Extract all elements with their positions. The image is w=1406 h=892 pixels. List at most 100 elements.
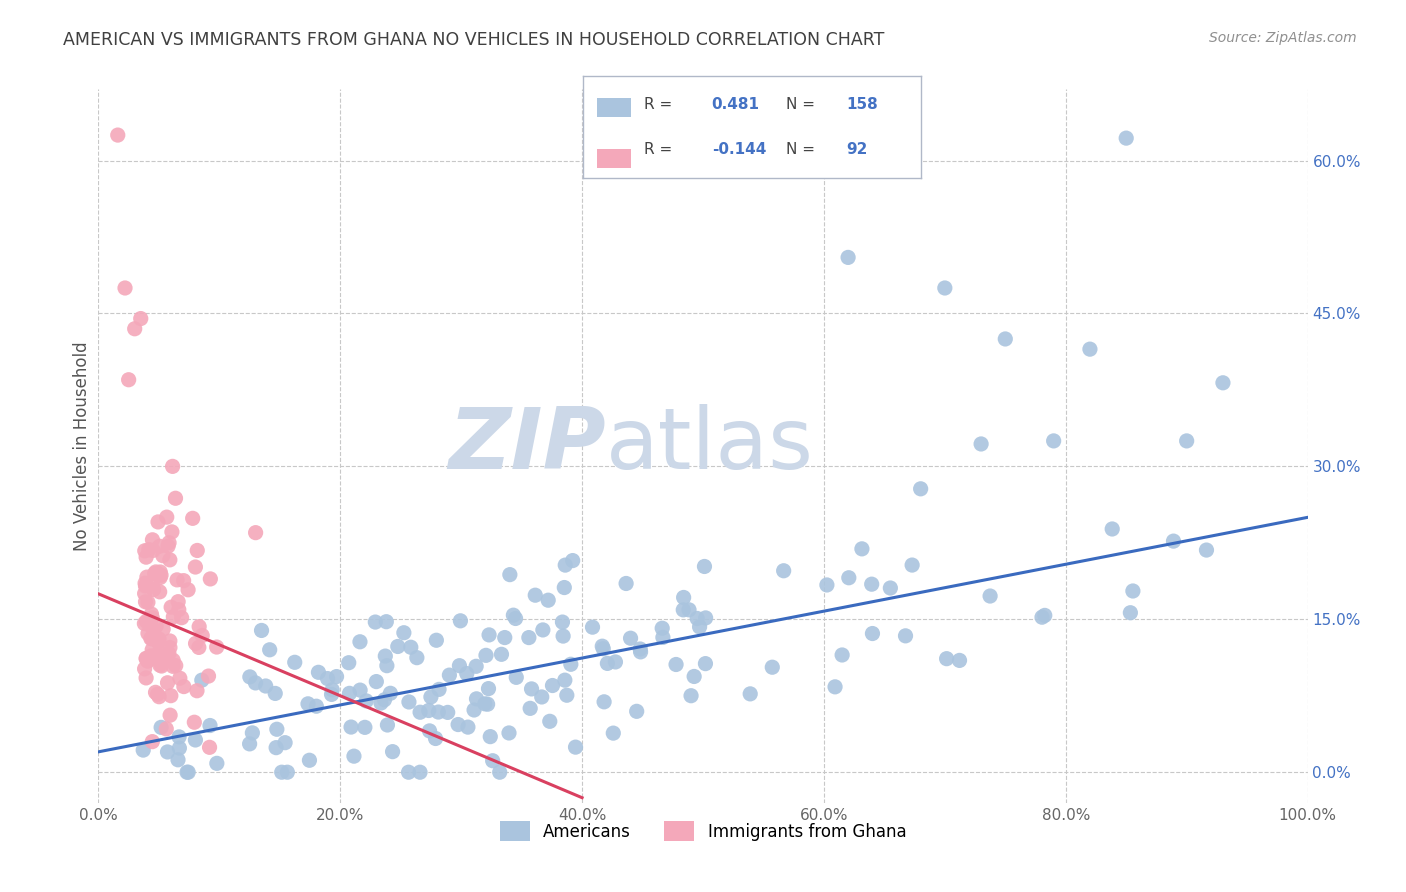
Point [349, 683, 371, 698]
Point [1212, 376, 1234, 390]
Point [1042, 434, 1064, 448]
Point [148, 690, 170, 704]
Point [239, 670, 262, 684]
Point [498, 726, 520, 740]
Point [181, 511, 204, 525]
Point [626, 704, 648, 718]
Point [145, 630, 167, 644]
Point [254, 679, 277, 693]
Point [143, 566, 166, 581]
Point [141, 642, 163, 657]
Point [170, 610, 193, 624]
Point [152, 622, 174, 636]
Point [197, 669, 219, 683]
Point [276, 765, 298, 780]
Point [377, 718, 399, 732]
Point [149, 584, 172, 599]
Legend: Americans, Immigrants from Ghana: Americans, Immigrants from Ghana [494, 814, 912, 848]
Point [602, 726, 624, 740]
Point [139, 648, 162, 663]
Point [910, 482, 932, 496]
Point [134, 662, 156, 676]
Point [245, 525, 267, 540]
Point [373, 692, 395, 706]
Point [879, 581, 901, 595]
Point [142, 582, 165, 597]
Point [167, 730, 190, 744]
Point [630, 645, 652, 659]
Point [138, 616, 160, 631]
Point [436, 706, 458, 720]
Point [740, 687, 762, 701]
Y-axis label: No Vehicles in Household: No Vehicles in Household [73, 341, 91, 551]
Point [354, 720, 377, 734]
Text: N =: N = [786, 142, 820, 157]
Point [935, 651, 957, 665]
Point [695, 657, 717, 671]
Point [425, 633, 447, 648]
Point [477, 681, 499, 696]
Point [894, 629, 917, 643]
Point [138, 652, 160, 666]
Point [162, 653, 184, 667]
Point [321, 687, 343, 701]
Point [198, 718, 221, 732]
Point [538, 714, 561, 729]
Point [152, 549, 174, 563]
Point [474, 697, 496, 711]
Point [831, 648, 853, 662]
Point [479, 730, 502, 744]
Point [380, 686, 402, 700]
Point [1119, 606, 1142, 620]
Point [419, 690, 441, 704]
Point [541, 679, 564, 693]
Point [681, 689, 703, 703]
Point [264, 740, 287, 755]
Point [398, 765, 420, 780]
Point [136, 626, 159, 640]
Point [239, 737, 262, 751]
Bar [598, 149, 631, 168]
Point [554, 558, 576, 573]
Point [135, 651, 157, 665]
Point [141, 533, 163, 547]
Point [160, 524, 183, 539]
Point [581, 620, 603, 634]
Point [157, 535, 180, 549]
Point [994, 332, 1017, 346]
Point [1078, 342, 1101, 356]
Point [142, 543, 165, 558]
Point [409, 765, 432, 780]
Point [136, 654, 159, 668]
Point [502, 608, 524, 623]
Point [198, 740, 221, 755]
Point [524, 588, 547, 602]
Point [141, 610, 163, 624]
Point [672, 591, 695, 605]
Point [169, 741, 191, 756]
Point [505, 611, 527, 625]
Text: N =: N = [786, 97, 820, 112]
Point [449, 614, 471, 628]
Point [1122, 584, 1144, 599]
Point [141, 632, 163, 646]
Point [141, 734, 163, 748]
Point [340, 720, 363, 734]
Point [375, 615, 398, 629]
Point [297, 697, 319, 711]
Point [934, 281, 956, 295]
Point [862, 626, 884, 640]
Point [132, 743, 155, 757]
Point [157, 539, 180, 553]
Point [156, 675, 179, 690]
Point [325, 669, 347, 683]
Point [146, 687, 169, 701]
Point [284, 655, 307, 669]
Point [519, 701, 541, 715]
Point [305, 699, 328, 714]
Point [619, 631, 641, 645]
Point [838, 571, 860, 585]
Text: R =: R = [644, 97, 678, 112]
Point [1195, 543, 1218, 558]
Point [399, 640, 422, 655]
